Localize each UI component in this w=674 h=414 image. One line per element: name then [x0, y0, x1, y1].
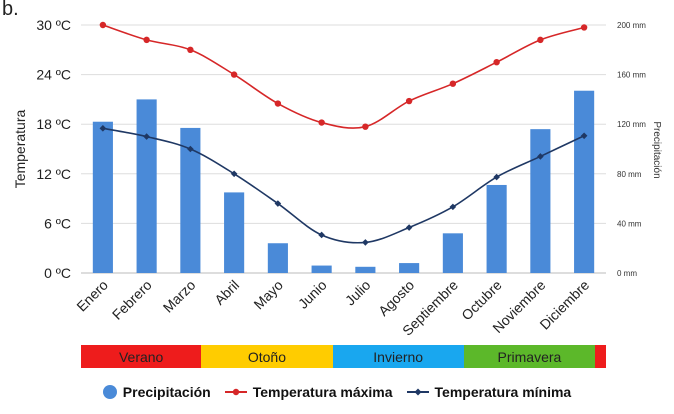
tmax-line: [102, 24, 585, 129]
tmin-point: [274, 200, 282, 207]
y-tick-label: 12 ºC: [36, 166, 71, 182]
tmin-point: [99, 125, 107, 132]
legend-line-dot-icon: [224, 388, 247, 396]
y-tick-label: 0 ºC: [44, 265, 71, 281]
tmin-point: [580, 132, 588, 140]
precipitation-bar: [136, 99, 157, 274]
tmax-point: [449, 80, 457, 87]
precipitation-bar: [92, 121, 113, 273]
precipitation-bar: [574, 90, 595, 273]
tmax-point: [230, 71, 238, 78]
precipitation-bar: [355, 266, 376, 273]
y2-axis-title: Precipitación: [651, 121, 662, 178]
tmax-point: [274, 100, 282, 107]
tmin-point: [362, 239, 369, 246]
gridlines: [81, 24, 606, 274]
panel-letter: b.: [2, 0, 19, 20]
legend-item-tmax: Temperatura máxima: [224, 384, 393, 400]
legend-line-diamond-icon: [406, 388, 429, 396]
tmin-point: [537, 153, 544, 160]
tmax-point: [537, 36, 544, 44]
y2-tick-label: 80 mm: [617, 170, 642, 179]
precipitation-bar: [530, 129, 551, 273]
category-label: Marzo: [160, 277, 199, 316]
y2-tick-label: 0 mm: [617, 269, 637, 278]
legend-item-precipitation: Precipitación: [102, 384, 211, 400]
category-label: Febrero: [109, 277, 155, 323]
category-label: Agosto: [375, 277, 417, 319]
tmin-point: [143, 133, 150, 140]
tmax-point: [143, 36, 150, 44]
season-segment: Primavera: [463, 345, 596, 368]
tmin-point: [493, 173, 500, 181]
y2-tick-label: 120 mm: [617, 120, 646, 129]
legend-circle-icon: [102, 385, 117, 399]
season-segment: Invierno: [332, 345, 464, 368]
precipitation-bar: [486, 184, 507, 273]
season-band: Verano Otoño Invierno Primavera: [81, 345, 606, 368]
precipitation-bar: [180, 127, 201, 273]
legend: Precipitación Temperatura máxima Tempera…: [0, 380, 674, 404]
legend-item-tmin: Temperatura mínima: [406, 384, 572, 400]
legend-label-tmax: Temperatura máxima: [252, 384, 393, 400]
season-segment: Verano: [81, 345, 202, 368]
y-tick-label: 30 ºC: [36, 17, 71, 33]
precipitation-bar: [311, 265, 332, 273]
category-label: Abril: [211, 277, 242, 308]
climate-chart: 0 ºC 0 mm 6 ºC 40 mm 12 ºC 80 mm 18 ºC 120 mm 24…: [12, 17, 662, 339]
y2-tick-label: 40 mm: [617, 219, 642, 228]
tmax-point: [362, 123, 369, 130]
y-tick-label: 6 ºC: [44, 215, 71, 231]
season-segment: [595, 345, 606, 368]
legend-label-precipitation: Precipitación: [122, 384, 211, 400]
legend-label-tmin: Temperatura mínima: [434, 384, 572, 400]
axis-ticks: 0 ºC 0 mm 6 ºC 40 mm 12 ºC 80 mm 18 ºC 120 mm 24…: [36, 17, 646, 281]
tmax-point: [493, 59, 500, 66]
precipitation-bar: [442, 233, 463, 273]
temperature-lines: [99, 21, 588, 246]
tmax-point: [405, 97, 413, 105]
category-label: Junio: [295, 277, 330, 312]
tmin-line: [102, 127, 585, 244]
season-segment: Otoño: [201, 345, 333, 368]
y2-tick-label: 200 mm: [617, 21, 646, 30]
tmin-point: [449, 203, 457, 211]
tmin-point: [187, 145, 194, 153]
y-tick-label: 24 ºC: [36, 67, 71, 83]
precipitation-bar: [224, 192, 245, 273]
y-axis-title: Temperatura: [12, 109, 28, 188]
tmax-point: [99, 21, 107, 29]
tmin-point: [318, 231, 325, 239]
tmin-point: [230, 170, 238, 178]
tmin-point: [405, 224, 413, 231]
precipitation-bars: [92, 90, 595, 274]
tmax-point: [580, 24, 588, 31]
category-label: Julio: [342, 277, 374, 309]
tmax-point: [187, 46, 194, 53]
tmax-point: [318, 119, 325, 126]
category-label: Enero: [73, 277, 111, 315]
precipitation-bar: [267, 243, 288, 273]
y-tick-label: 18 ºC: [36, 116, 71, 132]
y2-tick-label: 160 mm: [617, 71, 646, 80]
precipitation-bar: [399, 263, 420, 273]
category-label: Mayo: [250, 277, 286, 313]
